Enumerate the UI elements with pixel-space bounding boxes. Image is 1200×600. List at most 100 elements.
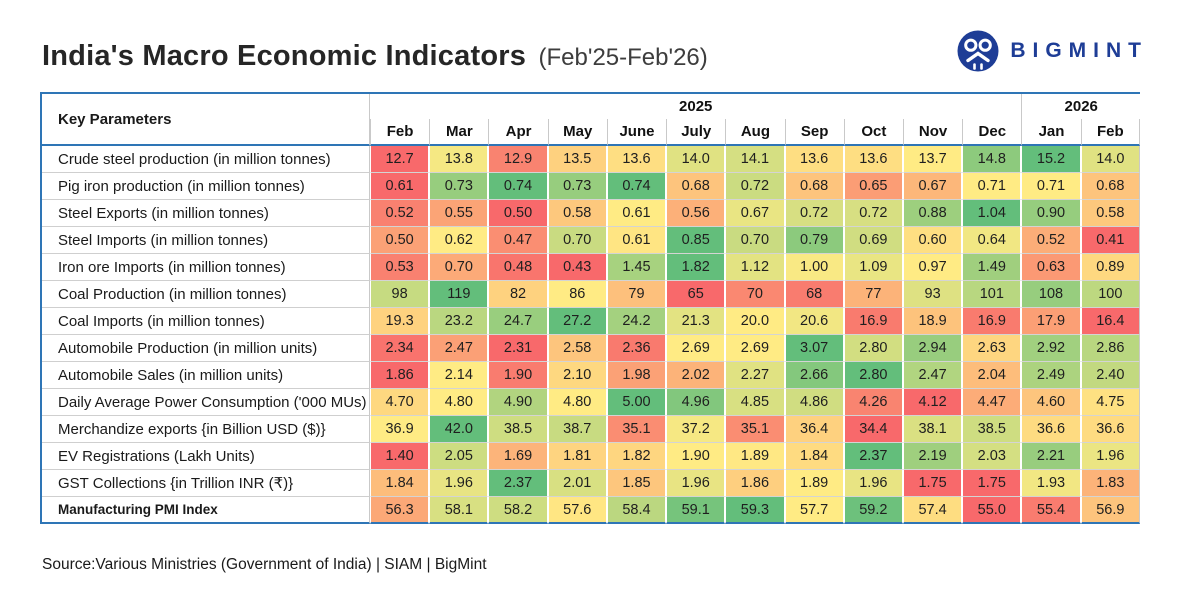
value-cell: 23.2 xyxy=(429,308,489,335)
row-label: Automobile Sales (in million units) xyxy=(42,362,370,389)
value-cell: 38.5 xyxy=(488,416,548,443)
value-cell: 56.9 xyxy=(1080,497,1140,524)
table-row: Automobile Sales (in million units) 1.86 2… xyxy=(42,362,1140,389)
value-cell: 2.80 xyxy=(843,335,903,362)
month-header: Apr xyxy=(488,119,548,146)
value-cell: 0.79 xyxy=(784,227,844,254)
source-text: Source:Various Ministries (Government of… xyxy=(42,556,487,573)
value-cell: 2.66 xyxy=(784,362,844,389)
value-cell: 1.49 xyxy=(962,254,1022,281)
value-cell: 14.0 xyxy=(1080,146,1140,173)
value-cell: 57.7 xyxy=(784,497,844,524)
bigmint-owl-icon xyxy=(957,30,999,72)
value-cell: 1.45 xyxy=(606,254,667,281)
value-cell: 4.26 xyxy=(843,389,903,416)
value-cell: 77 xyxy=(843,281,903,308)
value-cell: 2.21 xyxy=(1021,443,1081,470)
value-cell: 0.62 xyxy=(429,227,489,254)
value-cell: 17.9 xyxy=(1021,308,1081,335)
table-row: Pig iron production (in million tonnes) 0… xyxy=(42,173,1140,200)
value-cell: 58.4 xyxy=(606,497,667,524)
year-group-header: 2025 xyxy=(679,98,713,115)
value-cell: 0.61 xyxy=(606,200,667,227)
value-cell: 0.68 xyxy=(784,173,844,200)
value-cell: 0.53 xyxy=(370,254,430,281)
value-cell: 2.04 xyxy=(962,362,1022,389)
value-cell: 0.72 xyxy=(784,200,844,227)
value-cell: 2.47 xyxy=(429,335,489,362)
value-cell: 1.86 xyxy=(725,470,785,497)
value-cell: 36.4 xyxy=(784,416,844,443)
value-cell: 1.69 xyxy=(488,443,548,470)
value-cell: 4.75 xyxy=(1080,389,1140,416)
value-cell: 1.75 xyxy=(902,470,963,497)
value-cell: 57.4 xyxy=(902,497,963,524)
value-cell: 58.2 xyxy=(488,497,548,524)
page-subtitle: (Feb'25-Feb'26) xyxy=(538,44,708,71)
value-cell: 13.5 xyxy=(547,146,607,173)
value-cell: 4.96 xyxy=(666,389,726,416)
value-cell: 0.65 xyxy=(843,173,903,200)
value-cell: 93 xyxy=(902,281,963,308)
value-cell: 0.88 xyxy=(902,200,963,227)
value-cell: 13.7 xyxy=(902,146,963,173)
value-cell: 2.69 xyxy=(666,335,726,362)
value-cell: 57.6 xyxy=(547,497,607,524)
year-header-row: Key Parameters 2025 2026 xyxy=(42,94,1140,146)
value-cell: 0.74 xyxy=(606,173,667,200)
row-label: Daily Average Power Consumption ('000 MU… xyxy=(42,389,370,416)
value-cell: 4.12 xyxy=(902,389,963,416)
value-cell: 2.80 xyxy=(843,362,903,389)
value-cell: 38.7 xyxy=(547,416,607,443)
value-cell: 82 xyxy=(488,281,548,308)
page-title: India's Macro Economic Indicators xyxy=(42,40,527,72)
value-cell: 4.60 xyxy=(1021,389,1081,416)
row-label: Pig iron production (in million tonnes) xyxy=(42,173,370,200)
value-cell: 3.07 xyxy=(784,335,844,362)
month-header: May xyxy=(547,119,607,146)
value-cell: 1.00 xyxy=(784,254,844,281)
value-cell: 0.50 xyxy=(488,200,548,227)
value-cell: 2.86 xyxy=(1080,335,1140,362)
value-cell: 2.92 xyxy=(1021,335,1081,362)
value-cell: 70 xyxy=(725,281,785,308)
table-row: Steel Exports (in million tonnes) 0.52 0.5… xyxy=(42,200,1140,227)
value-cell: 0.56 xyxy=(666,200,726,227)
year-group-header: 2026 xyxy=(1021,94,1140,119)
value-cell: 56.3 xyxy=(370,497,430,524)
value-cell: 0.61 xyxy=(370,173,430,200)
value-cell: 36.6 xyxy=(1080,416,1140,443)
value-cell: 1.84 xyxy=(370,470,430,497)
value-cell: 1.75 xyxy=(962,470,1022,497)
value-cell: 4.47 xyxy=(962,389,1022,416)
row-label: Coal Production (in million tonnes) xyxy=(42,281,370,308)
value-cell: 0.97 xyxy=(902,254,963,281)
value-cell: 0.61 xyxy=(606,227,667,254)
month-header-row: Feb Mar Apr May June July Aug Sep Oct Nov Dec Jan Fe… xyxy=(42,119,1140,146)
value-cell: 65 xyxy=(666,281,726,308)
value-cell: 0.48 xyxy=(488,254,548,281)
value-cell: 1.82 xyxy=(666,254,726,281)
value-cell: 0.73 xyxy=(429,173,489,200)
value-cell: 0.64 xyxy=(962,227,1022,254)
value-cell: 0.70 xyxy=(725,227,785,254)
table-body: Crude steel production (in million tonne… xyxy=(42,146,1140,524)
value-cell: 2.69 xyxy=(725,335,785,362)
table-row: Merchandize exports {in Billion USD ($)}… xyxy=(42,416,1140,443)
value-cell: 2.37 xyxy=(843,443,903,470)
value-cell: 1.82 xyxy=(606,443,667,470)
value-cell: 1.98 xyxy=(606,362,667,389)
value-cell: 0.90 xyxy=(1021,200,1081,227)
value-cell: 2.94 xyxy=(902,335,963,362)
value-cell: 1.86 xyxy=(370,362,430,389)
table-row: Automobile Production (in million units)… xyxy=(42,335,1140,362)
value-cell: 1.90 xyxy=(666,443,726,470)
value-cell: 12.9 xyxy=(488,146,548,173)
value-cell: 20.0 xyxy=(725,308,785,335)
value-cell: 38.5 xyxy=(962,416,1022,443)
value-cell: 1.12 xyxy=(725,254,785,281)
value-cell: 59.2 xyxy=(843,497,903,524)
value-cell: 2.03 xyxy=(962,443,1022,470)
value-cell: 5.00 xyxy=(606,389,667,416)
value-cell: 1.40 xyxy=(370,443,430,470)
